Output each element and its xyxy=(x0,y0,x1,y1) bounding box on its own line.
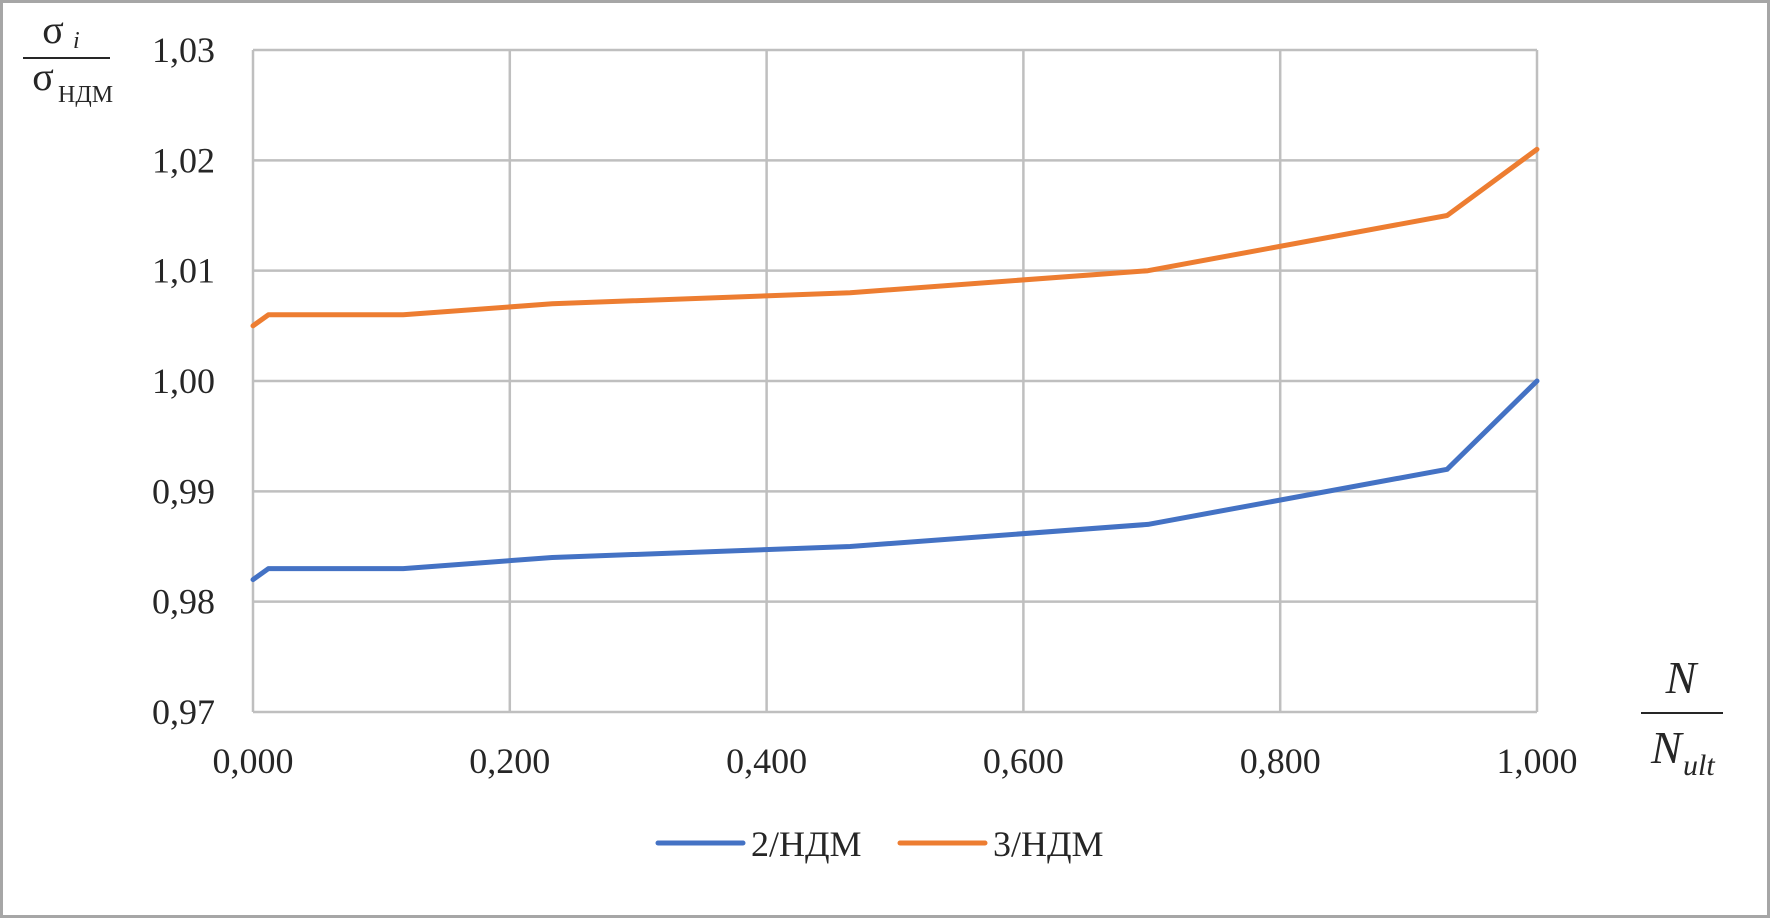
x-label-numerator: N xyxy=(1665,652,1699,703)
series-line-2-ndm xyxy=(250,378,1540,583)
y-label-numerator-sub: i xyxy=(73,28,80,54)
legend-label-3-ndm: 3/НДМ xyxy=(993,824,1104,864)
series-line-3-ndm xyxy=(250,146,1540,329)
y-tick-label: 0,99 xyxy=(152,471,215,511)
grid xyxy=(251,48,1539,714)
x-tick-label: 0,800 xyxy=(1240,741,1321,781)
y-tick-label: 0,97 xyxy=(152,692,215,732)
x-tick-label: 1,000 xyxy=(1497,741,1578,781)
x-label-denominator: N xyxy=(1650,722,1684,773)
y-tick-labels: 0,97 0,98 0,99 1,00 1,01 1,02 1,03 xyxy=(152,30,215,732)
legend: 2/НДМ 3/НДМ xyxy=(655,824,1104,864)
x-tick-label: 0,400 xyxy=(726,741,807,781)
legend-label-2-ndm: 2/НДМ xyxy=(751,824,862,864)
y-axis-label: σ i σ НДМ xyxy=(23,7,113,108)
y-tick-label: 1,01 xyxy=(152,251,215,291)
x-tick-label: 0,000 xyxy=(213,741,294,781)
x-tick-label: 0,600 xyxy=(983,741,1064,781)
y-label-numerator: σ xyxy=(42,7,64,52)
y-tick-label: 1,00 xyxy=(152,361,215,401)
y-tick-label: 1,03 xyxy=(152,30,215,70)
y-tick-label: 0,98 xyxy=(152,582,215,622)
y-tick-label: 1,02 xyxy=(152,140,215,180)
x-axis-label: N N ult xyxy=(1641,652,1723,782)
x-tick-labels: 0,000 0,200 0,400 0,600 0,800 1,000 xyxy=(213,741,1578,781)
series-lines xyxy=(250,146,1540,583)
x-label-denominator-sub: ult xyxy=(1683,749,1715,782)
chart: 0,970,980,991,001,011,021,03 0,000 0,200 0… xyxy=(23,7,1723,864)
y-label-denominator: σ xyxy=(32,54,54,99)
x-tick-label: 0,200 xyxy=(469,741,550,781)
y-label-denominator-sub: НДМ xyxy=(58,82,113,108)
